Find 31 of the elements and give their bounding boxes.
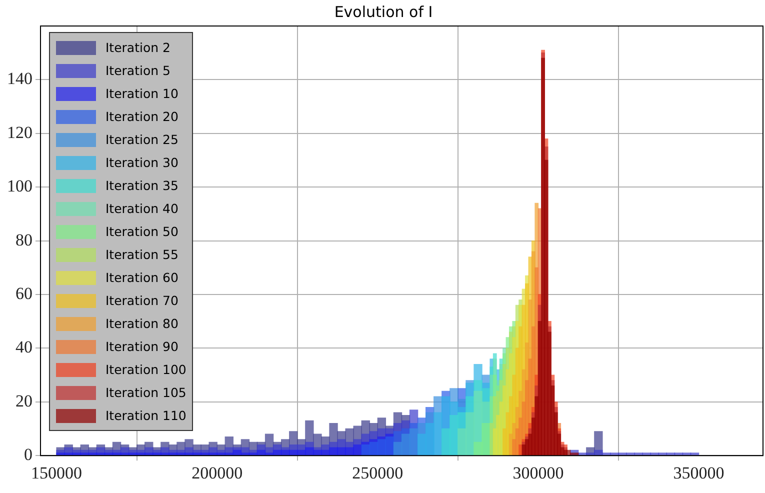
legend-label: Iteration 50 (106, 224, 178, 239)
x-tick-label: 350000 (673, 463, 724, 482)
y-tick-label: 120 (7, 122, 32, 142)
x-tick-label: 300000 (512, 463, 564, 482)
legend-label: Iteration 35 (106, 178, 178, 193)
legend-label: Iteration 5 (106, 63, 170, 78)
y-tick-label: 80 (16, 230, 32, 250)
legend-label: Iteration 105 (106, 385, 186, 400)
legend-label: Iteration 20 (106, 109, 178, 124)
legend-label: Iteration 80 (106, 316, 178, 331)
legend-label: Iteration 90 (106, 339, 178, 354)
x-tick-label: 250000 (352, 463, 404, 482)
y-tick-label: 20 (16, 391, 32, 410)
legend-label: Iteration 60 (106, 270, 178, 285)
legend-label: Iteration 25 (106, 132, 178, 147)
x-tick-label: 200000 (192, 463, 243, 482)
legend-label: Iteration 2 (106, 40, 170, 55)
chart-title: Evolution of I (334, 2, 433, 21)
legend-label: Iteration 40 (106, 201, 178, 216)
legend-label: Iteration 70 (106, 293, 178, 308)
legend-label: Iteration 30 (106, 155, 178, 170)
x-tick-label: 150000 (31, 463, 82, 482)
legend-label: Iteration 55 (106, 247, 178, 262)
y-tick-label: 140 (7, 69, 32, 88)
legend-label: Iteration 10 (106, 86, 178, 101)
y-tick-label: 100 (7, 176, 32, 196)
legend-label: Iteration 100 (106, 362, 186, 377)
y-tick-label: 0 (24, 445, 32, 464)
legend-label: Iteration 110 (106, 408, 186, 423)
y-tick-label: 40 (16, 338, 32, 357)
y-tick-label: 60 (16, 284, 32, 303)
